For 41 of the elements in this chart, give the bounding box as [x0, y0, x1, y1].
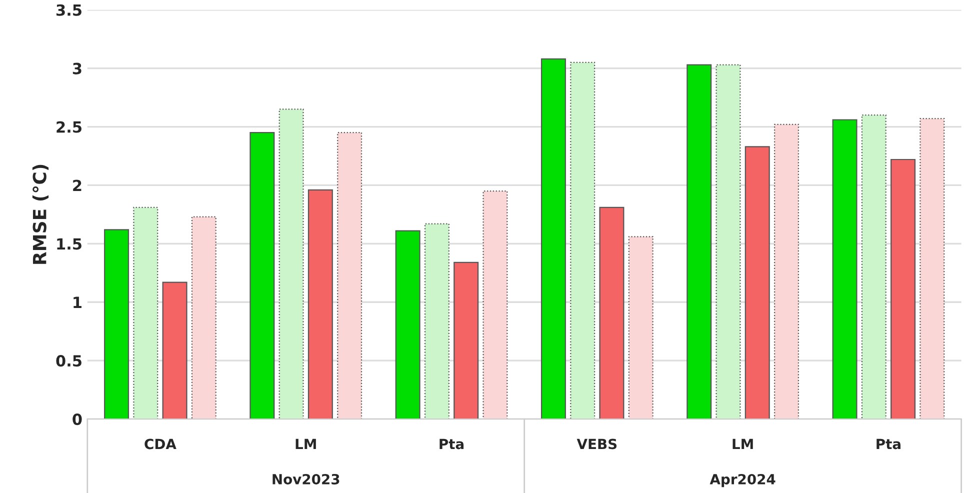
text: Nov2023: [272, 474, 340, 484]
bar: [395, 230, 420, 420]
y-tick-label: 1.5: [57, 238, 82, 250]
x-tick-label: Pta: [876, 438, 900, 450]
bar: [599, 206, 624, 420]
y-tick-label: 3.5: [56, 4, 82, 16]
bar: [832, 119, 858, 420]
bar: [628, 236, 654, 420]
bar: [454, 262, 479, 420]
y-tick-label: 0: [72, 414, 82, 426]
bar: [774, 124, 800, 420]
bar: [890, 158, 916, 420]
y-tick-label: 3: [72, 62, 82, 74]
bar: [570, 62, 596, 420]
y-tick-label: 0.5: [56, 355, 82, 367]
y-axis-title: RMSE (°C): [32, 164, 49, 264]
x-tick-label: LM: [732, 438, 753, 450]
bar: [104, 229, 130, 420]
y-tick-label: 1: [74, 296, 82, 308]
bar: [482, 190, 508, 420]
bar: [337, 132, 362, 420]
y-tick-label: 2: [73, 180, 82, 192]
bar: [308, 189, 333, 420]
bar: [861, 114, 886, 420]
x-tick-label: VEBS: [576, 438, 617, 450]
bar: [162, 282, 188, 420]
x-tick-label: LM: [296, 438, 316, 450]
bar: [920, 118, 945, 420]
bar: [424, 223, 450, 420]
y-tick-label: 2.5: [56, 121, 82, 133]
bar: [191, 216, 216, 420]
bar: [250, 132, 275, 420]
x-tick-label: Pta: [440, 438, 464, 450]
text: Apr2024: [710, 474, 776, 488]
bar: [744, 146, 770, 420]
x-tick-label: CDA: [144, 438, 176, 450]
bar: [686, 64, 712, 420]
bar: [540, 58, 566, 420]
bar: [716, 64, 741, 420]
bar: [133, 206, 158, 420]
bar: [278, 108, 304, 420]
